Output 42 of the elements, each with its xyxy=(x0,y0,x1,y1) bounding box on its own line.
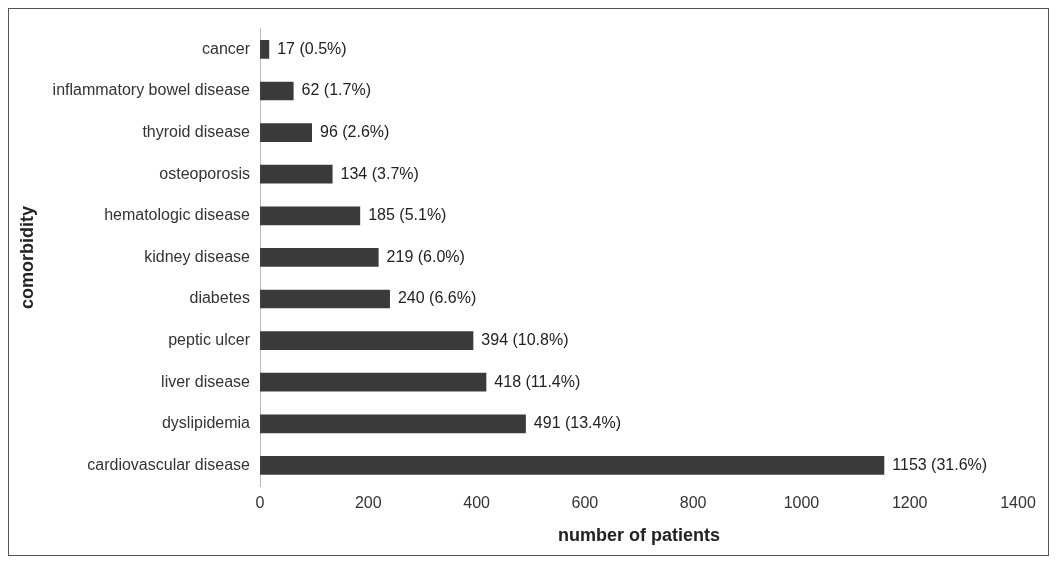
y-axis-title: comorbidity xyxy=(16,205,37,309)
data-label: 418 (11.4%) xyxy=(494,372,581,390)
bar xyxy=(260,123,312,142)
x-tick-label: 1000 xyxy=(783,494,820,512)
data-label: 240 (6.6%) xyxy=(397,289,477,307)
data-label: 134 (3.7%) xyxy=(340,164,419,182)
data-label: 17 (0.5%) xyxy=(277,39,347,57)
y-tick-label: dyslipidemia xyxy=(161,414,251,432)
bar xyxy=(260,248,379,267)
data-label: 1153 (31.6%) xyxy=(892,455,988,473)
x-tick-label: 400 xyxy=(463,494,491,512)
x-tick-label: 200 xyxy=(354,494,382,512)
x-axis-title: number of patients xyxy=(558,525,721,546)
data-label: 394 (10.8%) xyxy=(481,331,569,349)
y-tick-label: cardiovascular disease xyxy=(87,455,251,473)
y-tick-label: diabetes xyxy=(189,289,251,307)
data-label: 219 (6.0%) xyxy=(386,247,465,265)
y-tick-label: cancer xyxy=(201,39,251,57)
y-tick-label: liver disease xyxy=(161,372,251,390)
y-tick-label: osteoporosis xyxy=(159,164,251,182)
bar xyxy=(260,331,474,350)
bar xyxy=(260,414,526,434)
bar xyxy=(260,81,294,101)
x-tick-label: 600 xyxy=(571,494,599,512)
bar xyxy=(260,372,487,392)
y-tick-label: peptic ulcer xyxy=(168,331,251,349)
x-tick-label: 800 xyxy=(679,494,707,512)
data-label: 491 (13.4%) xyxy=(533,414,622,432)
y-tick-label: kidney disease xyxy=(144,247,251,265)
bar xyxy=(260,164,333,184)
bar xyxy=(260,206,361,226)
x-tick-label: 0 xyxy=(255,494,265,512)
bar xyxy=(260,456,885,475)
data-label: 62 (1.7%) xyxy=(301,81,371,99)
bar xyxy=(260,289,390,309)
data-label: 96 (2.6%) xyxy=(320,123,390,141)
x-tick-label: 1200 xyxy=(891,494,928,512)
y-tick-label: thyroid disease xyxy=(142,123,251,141)
data-label: 185 (5.1%) xyxy=(368,206,447,224)
x-tick-label: 1400 xyxy=(1000,494,1036,512)
y-tick-label: hematologic disease xyxy=(104,206,251,224)
y-tick-label: inflammatory bowel disease xyxy=(52,81,251,99)
